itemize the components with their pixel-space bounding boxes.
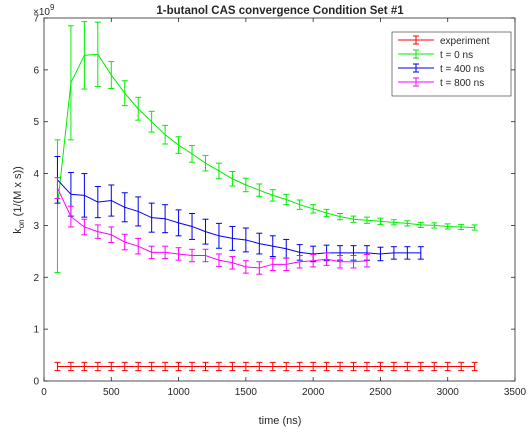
y-tick-label: 5: [33, 117, 39, 128]
series-line: [56, 53, 475, 228]
y-tick-label: 6: [33, 65, 39, 76]
axes-box: [43, 17, 516, 382]
y-tick-label: 1: [33, 325, 39, 336]
legend: experiment t = 0 ns t = 400 ns t = 800 n…: [391, 31, 512, 97]
x-tick-label: 500: [103, 387, 120, 398]
y-tick-label: 4: [33, 169, 39, 180]
legend-box: [391, 31, 512, 97]
x-tick-label: 0: [41, 387, 47, 398]
series-layer: [54, 21, 478, 372]
series-1: [54, 21, 478, 274]
legend-label-t800: t = 800 ns: [440, 78, 484, 89]
y-tick-label: 0: [33, 377, 39, 388]
legend-swatch-experiment: [398, 35, 434, 45]
legend-item-t800: t = 800 ns: [398, 77, 484, 89]
series-line: [57, 187, 368, 269]
series-line: [57, 179, 421, 255]
y-tick-label: 7: [33, 14, 39, 25]
y-multiplier-exponent: 9: [50, 3, 55, 12]
legend-item-experiment: experiment: [398, 35, 490, 47]
x-tick-label: 3000: [437, 387, 460, 398]
y-multiplier: ×109: [33, 3, 55, 18]
y-axis-label-main: k: [12, 228, 24, 234]
legend-swatch-t800: [398, 77, 434, 87]
y-multiplier-base: ×10: [33, 7, 50, 18]
x-tick-label: 1000: [167, 387, 190, 398]
y-tick-label: 2: [33, 273, 39, 284]
legend-label-t400: t = 400 ns: [440, 64, 484, 75]
series-3: [54, 177, 370, 275]
chart-title: 1-butanol CAS convergence Condition Set …: [156, 5, 404, 17]
y-tick-label: 3: [33, 221, 39, 232]
legend-swatch-t400: [398, 63, 434, 73]
y-axis-label-subscript: on: [17, 219, 26, 228]
legend-item-t400: t = 400 ns: [398, 63, 484, 75]
x-tick-label: 3500: [504, 387, 527, 398]
ticks-layer: 0 500 1000 1500 2000 2500 3000 3500 0 1 2 3 4 5 6 7: [33, 14, 526, 399]
x-tick-label: 1500: [235, 387, 258, 398]
legend-label-t0: t = 0 ns: [440, 50, 473, 61]
x-tick-label: 2500: [369, 387, 392, 398]
legend-label-experiment: experiment: [440, 36, 490, 47]
y-axis-label-unit: (1/(M x s)): [12, 166, 24, 219]
x-axis-label: time (ns): [259, 415, 302, 427]
x-tick-label: 2000: [302, 387, 325, 398]
legend-item-t0: t = 0 ns: [398, 49, 473, 61]
legend-swatch-t0: [398, 49, 434, 59]
series-0: [54, 361, 478, 372]
y-axis-label: kon (1/(M x s)): [12, 166, 26, 234]
